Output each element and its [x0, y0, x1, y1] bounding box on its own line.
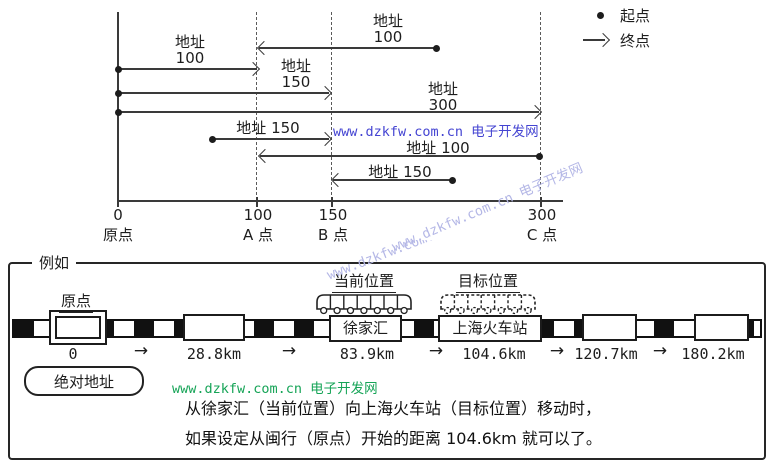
distance-value: 120.7km	[574, 345, 638, 363]
station-box	[183, 314, 245, 341]
tick-value-0: 0	[113, 206, 123, 224]
tick-name-c: C 点	[526, 226, 558, 244]
distance-value: 28.8km	[186, 345, 242, 363]
arrow-label: 地址 100	[372, 12, 403, 46]
distance-value: 83.9km	[339, 345, 395, 363]
note-line-2: 如果设定从闽行（原点）开始的距离 104.6km 就可以了。	[185, 429, 602, 448]
legend-arrow-head-icon	[595, 32, 611, 48]
arrow-label: 地址 150	[236, 119, 300, 137]
dashed-line-a	[256, 12, 257, 200]
example-box	[8, 262, 766, 460]
arrow-label: 地址 150	[280, 57, 311, 91]
arrow-line	[212, 138, 329, 140]
position-axis	[117, 200, 563, 202]
legend-start-dot-icon	[597, 12, 604, 19]
absolute-address-badge: 绝对地址	[24, 366, 144, 396]
station-xujiahui: 徐家汇	[329, 315, 402, 342]
start-dot-icon	[115, 109, 122, 116]
start-dot-icon	[536, 153, 543, 160]
dashed-line-b	[331, 12, 332, 200]
target-position-label: 目标位置	[436, 270, 540, 293]
example-title: 例如	[32, 252, 77, 273]
dashed-line-c	[540, 12, 541, 200]
right-arrow-icon: →	[549, 341, 565, 361]
arrow-label: 地址 100	[406, 139, 470, 157]
legend-end-label: 终点	[620, 32, 651, 50]
right-arrow-icon: →	[652, 341, 668, 361]
axis-tick-100	[256, 197, 258, 207]
distance-value: 180.2km	[681, 345, 745, 363]
start-dot-icon	[115, 90, 122, 97]
watermark-green: www.dzkfw.com.cn 电子开发网	[172, 381, 378, 397]
current-position-label: 当前位置	[313, 270, 415, 293]
arrow-head-icon	[257, 148, 273, 164]
arrow-line	[118, 68, 257, 70]
tick-name-b: B 点	[317, 226, 349, 244]
axis-tick-150	[331, 197, 333, 207]
tick-value-300: 300	[527, 206, 557, 224]
start-dot-icon	[209, 136, 216, 143]
start-dot-icon	[433, 45, 440, 52]
station-box	[582, 314, 637, 341]
tick-value-150: 150	[318, 206, 348, 224]
arrow-label: 地址 300	[427, 80, 458, 114]
note-line-1: 从徐家汇（当前位置）向上海火车站（目标位置）移动时，	[185, 399, 602, 418]
right-arrow-icon: →	[428, 341, 444, 361]
origin-axis-line	[117, 12, 119, 201]
tick-name-origin: 原点	[102, 226, 133, 244]
arrow-line	[118, 92, 329, 94]
axis-tick-300	[540, 197, 542, 207]
legend-arrow-line	[583, 39, 605, 41]
arrow-line	[333, 179, 452, 181]
right-arrow-icon: →	[133, 341, 149, 361]
tick-name-a: A 点	[242, 226, 274, 244]
arrow-line	[260, 155, 539, 157]
arrow-label: 地址 100	[174, 33, 205, 67]
arrow-label: 地址 150	[368, 163, 432, 181]
origin-station-box	[49, 310, 107, 345]
train-icon-solid	[316, 294, 412, 315]
distance-value: 104.6km	[462, 345, 526, 363]
legend-start-label: 起点	[620, 7, 651, 25]
origin-station-inner-box	[55, 316, 101, 339]
arrow-head-icon	[256, 40, 272, 56]
origin-station-label: 原点	[49, 290, 103, 313]
distance-value: 0	[68, 345, 78, 363]
arrow-line	[118, 111, 539, 113]
station-shanghai-railway: 上海火车站	[438, 315, 542, 342]
arrow-head-icon	[245, 61, 261, 77]
axis-tick-0	[117, 197, 119, 207]
tick-value-100: 100	[243, 206, 273, 224]
station-box	[694, 314, 749, 341]
arrow-line	[259, 47, 437, 49]
start-dot-icon	[115, 66, 122, 73]
start-dot-icon	[449, 177, 456, 184]
watermark-diagonal-partial: www.dzkfw.com.cn 电子开发网	[324, 240, 454, 282]
train-icon-dashed	[440, 294, 536, 315]
watermark-blue: www.dzkfw.com.cn 电子开发网	[333, 124, 539, 140]
right-arrow-icon: →	[281, 341, 297, 361]
